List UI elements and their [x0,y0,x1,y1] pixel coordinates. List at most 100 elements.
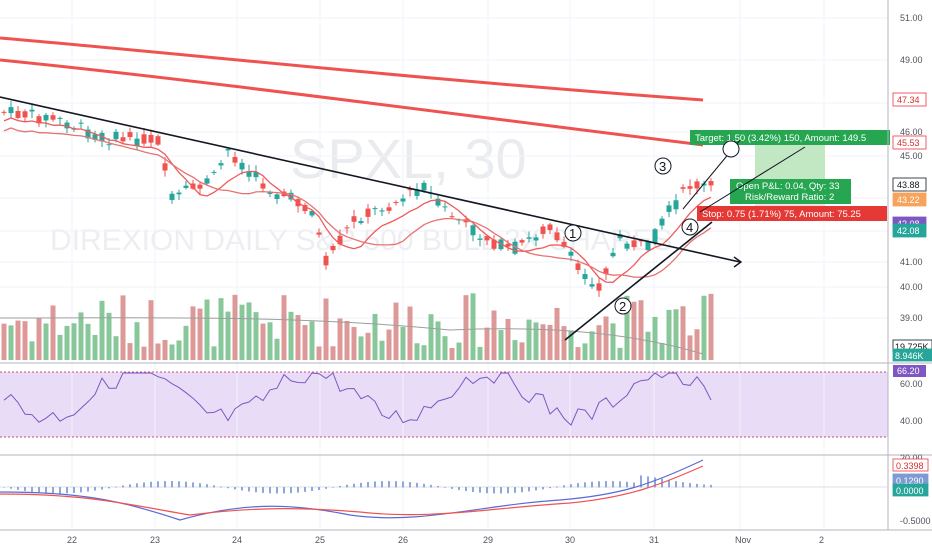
macd-histogram-bar [493,487,495,494]
time-tick-label: 2 [819,535,824,545]
volume-bar [253,312,259,360]
volume-bar [442,336,448,360]
volume-bar [379,340,385,360]
macd-histogram-bar [675,481,677,488]
position-tool[interactable]: Target: 1.50 (3.42%) 150, Amount: 149.5 … [690,130,890,221]
candle-body [36,116,42,124]
volume-bar [267,322,273,360]
macd-histogram-bar [227,487,229,489]
candle-body [603,268,609,275]
time-tick-label: 25 [315,535,325,545]
macd-histogram-bar [94,487,96,491]
candle-body [211,171,217,173]
macd-histogram-bar [514,487,516,493]
candle-body [260,183,266,189]
volume-bar [197,308,203,360]
stop-label-box [697,206,887,221]
macd-histogram-bar [458,487,460,491]
volume-bar [631,301,637,360]
volume-bar [568,330,574,360]
candle-body [372,208,378,210]
macd-histogram-bar [290,487,292,494]
time-axis[interactable]: 22 23 24 25 26 29 30 31 Nov 2 [67,535,824,545]
macd-histogram-bar [255,487,257,493]
wave-3-circle [654,157,672,175]
macd-histogram-bar [479,487,481,493]
candle-body [421,182,427,191]
candle-body [694,181,700,189]
volume-bar [463,295,469,360]
macd-histogram-bar [122,485,124,488]
candle-body [323,255,329,266]
macd-histogram-bar [696,483,698,488]
candle-body [547,224,553,231]
candle-body [379,210,385,212]
candle-body [141,134,147,144]
volume-bar [575,347,581,360]
candle-body [652,229,658,243]
candle-body [155,136,161,145]
projection-line-2[interactable] [699,146,806,213]
macd-tag-value: 0.0000 [896,486,924,496]
candle-body [29,109,35,112]
candle-body [666,205,672,212]
candle-body [57,117,63,119]
volume-bar [393,302,399,360]
rsi-line-path [3,372,712,426]
price-tick-label: 51.00 [900,13,923,23]
uptrend-line[interactable] [564,221,713,341]
candle-body [239,162,245,170]
candle-body [8,107,14,114]
price-tag-box [892,135,927,150]
candle-body [589,284,595,287]
volume-bar [638,300,644,360]
volume-tag-box [892,348,932,362]
volume-bars [1,293,714,360]
volume-bar [596,325,602,360]
downtrend-line[interactable] [0,96,741,263]
macd-histogram-bar [570,484,572,488]
elliott-wave-labels[interactable]: 1 2 3 4 [564,140,740,315]
macd-histogram-bar [17,487,19,490]
sma-100-line [0,58,704,147]
macd-histogram-bar [640,475,642,488]
price-tick-label: 39.00 [900,313,923,323]
candle-body [337,235,343,245]
ema-slow-line [3,127,712,278]
volume-bar [1,323,7,360]
volume-bar [134,322,140,360]
time-tick-label: Nov [735,535,752,545]
rsi-tag-value: 66.20 [897,366,920,376]
time-tick-label: 30 [565,535,575,545]
volume-bar [519,342,525,360]
volume-bar [127,343,133,360]
candle-body [596,283,602,291]
macd-histogram-bar [360,482,362,488]
volume-bar [512,340,518,360]
volume-bar [246,302,252,360]
candle-body [15,110,21,118]
volume-bar [281,295,287,360]
price-tag-box [892,192,927,207]
indicator-lines [0,36,712,355]
volume-bar [120,295,126,360]
volume-bar [8,325,14,360]
volume-bar [190,306,196,360]
trend-lines[interactable] [0,96,806,341]
volume-bar [351,326,357,360]
volume-bar [218,298,224,360]
volume-bar [449,347,455,360]
candle-body [246,171,252,177]
volume-bar [309,321,315,360]
macd-histogram-bar [150,481,152,488]
macd-histogram-bar [38,487,40,493]
candle-body [113,131,119,140]
price-tick-label: 49.00 [900,55,923,65]
macd-histogram-bar [297,487,299,493]
volume-bar [498,330,504,360]
macd-histogram-bar [451,487,453,489]
price-tag-value: 45.53 [897,138,920,148]
price-axis[interactable]: 51.0049.0047.0046.0045.0043.0042.0041.00… [900,13,931,526]
volume-bar [540,324,546,360]
